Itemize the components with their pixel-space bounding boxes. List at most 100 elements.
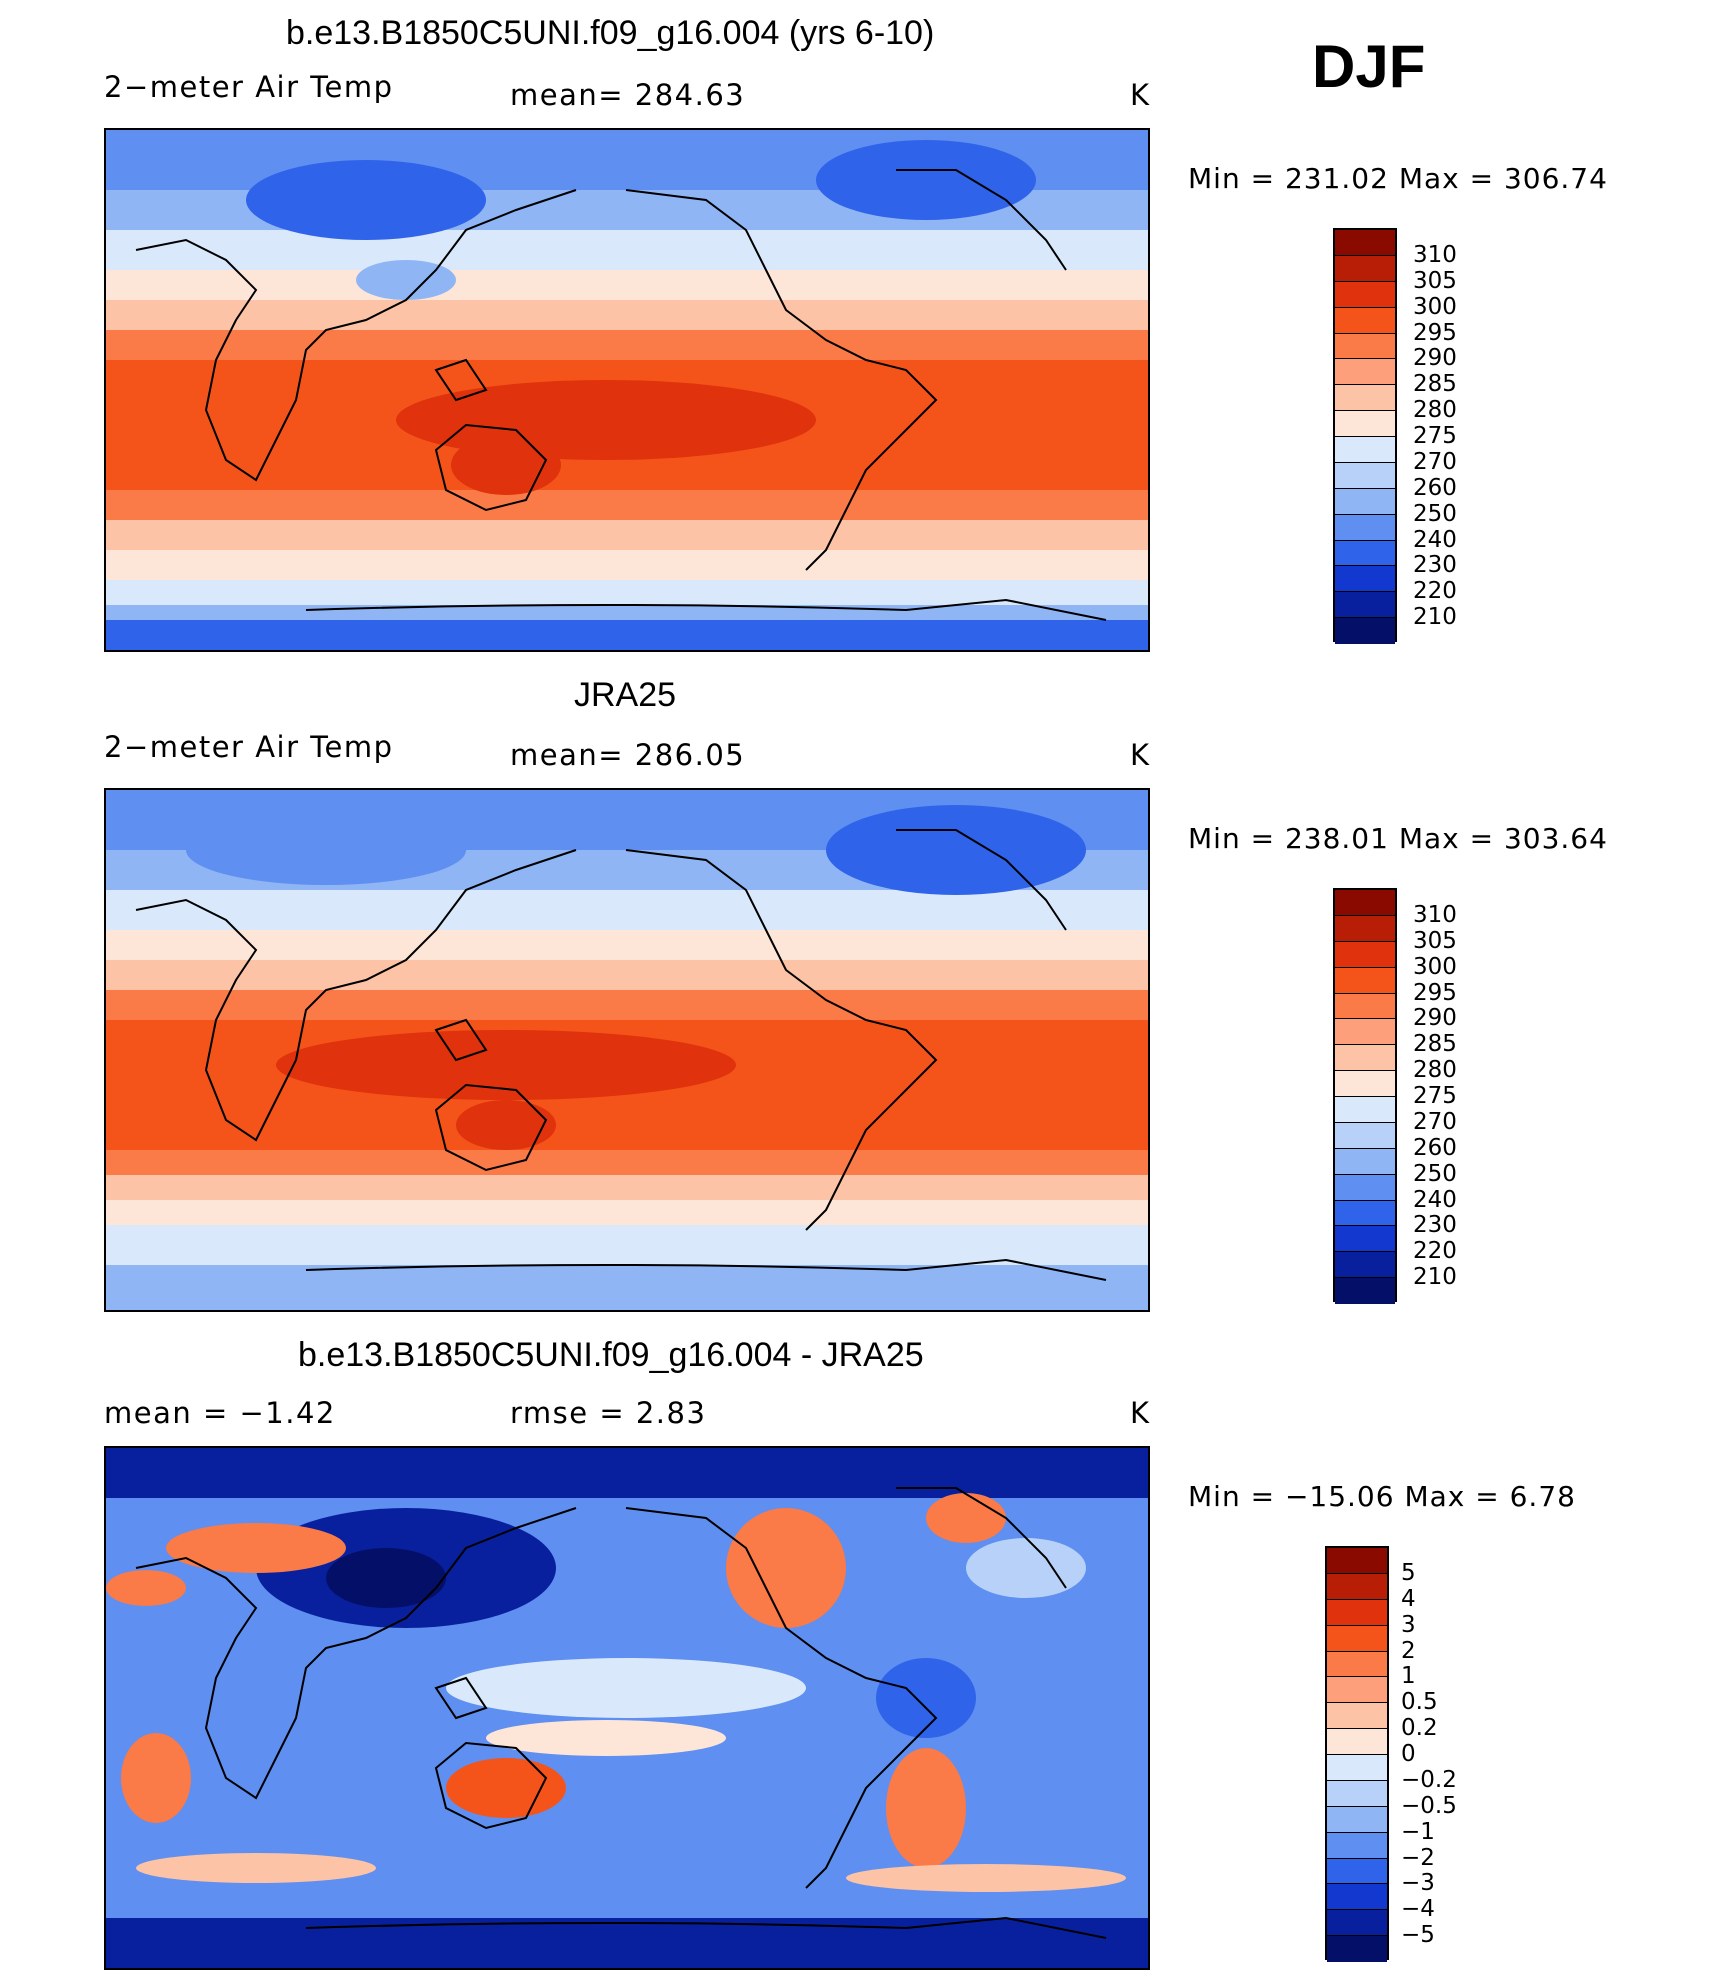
panel-1-variable: 2−meter Air Temp <box>104 70 394 104</box>
colorbar-label: −2 <box>1401 1844 1435 1871</box>
colorbar-label: 240 <box>1413 1186 1457 1213</box>
panel-1-map <box>104 128 1150 652</box>
colorbar-label: 220 <box>1413 578 1457 605</box>
colorbar-label: 305 <box>1413 927 1457 954</box>
colorbar-label: 275 <box>1413 423 1457 449</box>
colorbar-box <box>1335 993 1395 1020</box>
band-north-hot <box>106 330 1148 360</box>
colorbar-label: −0.5 <box>1401 1792 1457 1819</box>
colorbar-box <box>1335 359 1395 386</box>
colorbar-label: 280 <box>1413 1057 1457 1084</box>
colorbar-box <box>1335 540 1395 567</box>
colorbar-label: 260 <box>1413 1134 1457 1161</box>
colorbar-label: 250 <box>1413 500 1457 527</box>
colorbar-box <box>1335 1278 1395 1304</box>
colorbar-box <box>1335 385 1395 412</box>
colorbar-label: 0 <box>1401 1741 1416 1767</box>
siberia-cold <box>246 160 486 240</box>
colorbar-box <box>1335 488 1395 515</box>
colorbar-box <box>1335 1148 1395 1175</box>
colorbar-box <box>1335 514 1395 541</box>
panel-3-mean: mean = −1.42 <box>104 1396 336 1430</box>
colorbar-label: 285 <box>1413 1031 1457 1058</box>
colorbar-label: 2 <box>1401 1637 1416 1664</box>
canada-cold <box>816 140 1036 220</box>
colorbar-box <box>1335 411 1395 437</box>
colorbar-label: 0.5 <box>1401 1689 1438 1716</box>
colorbar-box <box>1335 1097 1395 1123</box>
colorbar-box <box>1327 1703 1387 1730</box>
colorbar-box <box>1335 1122 1395 1149</box>
colorbar-label: 250 <box>1413 1160 1457 1187</box>
band-south-mild <box>106 520 1148 550</box>
colorbar-box <box>1327 1677 1387 1704</box>
colorbar-label: 290 <box>1413 1005 1457 1032</box>
colorbar-label: 230 <box>1413 1212 1457 1239</box>
colorbar-label: 285 <box>1413 371 1457 398</box>
colorbar-label: 220 <box>1413 1238 1457 1265</box>
colorbar-label: 295 <box>1413 979 1457 1006</box>
band-north-cool <box>106 230 1148 270</box>
colorbar-label: −0.2 <box>1401 1766 1457 1793</box>
band-south-warm <box>106 490 1148 520</box>
colorbar-label: 260 <box>1413 474 1457 501</box>
colorbar-label: 5 <box>1401 1559 1416 1586</box>
colorbar-label: −5 <box>1401 1922 1435 1949</box>
colorbar-box <box>1335 281 1395 308</box>
panel-3-map <box>104 1446 1150 1970</box>
colorbar-label: 270 <box>1413 448 1457 475</box>
colorbar-box <box>1335 890 1395 916</box>
colorbar-box <box>1335 592 1395 619</box>
colorbar-box <box>1327 1729 1387 1755</box>
band-south-cold <box>106 580 1148 605</box>
colorbar-box <box>1327 1599 1387 1626</box>
colorbar-label: 4 <box>1401 1585 1416 1612</box>
colorbar-label: 240 <box>1413 526 1457 553</box>
colorbar-label: 270 <box>1413 1108 1457 1135</box>
colorbar-box <box>1327 1651 1387 1678</box>
colorbar-label: 300 <box>1413 953 1457 980</box>
colorbar-box <box>1335 1019 1395 1046</box>
band-antarctica <box>106 620 1148 650</box>
panel-1-units: K <box>1130 78 1151 112</box>
colorbar-label: 210 <box>1413 1264 1457 1291</box>
colorbar-label: 280 <box>1413 397 1457 424</box>
colorbar-label: 210 <box>1413 604 1457 631</box>
colorbar-label: 230 <box>1413 552 1457 579</box>
colorbar-box <box>1335 967 1395 994</box>
colorbar-box <box>1335 1045 1395 1072</box>
colorbar-label: 290 <box>1413 345 1457 372</box>
panel-2-minmax: Min = 238.01 Max = 303.64 <box>1188 822 1608 855</box>
colorbar-box <box>1327 1548 1387 1574</box>
colorbar-label: 275 <box>1413 1083 1457 1109</box>
panel-1-minmax: Min = 231.02 Max = 306.74 <box>1188 162 1608 195</box>
tibet-cold <box>356 260 456 300</box>
panel-3-title: b.e13.B1850C5UNI.f09_g16.004 - JRA25 <box>298 1336 924 1374</box>
panel-2-variable: 2−meter Air Temp <box>104 730 394 764</box>
colorbar-box <box>1335 462 1395 489</box>
panel-3-minmax: Min = −15.06 Max = 6.78 <box>1188 1480 1576 1513</box>
panel-2-map <box>104 788 1150 1312</box>
colorbar-box <box>1327 1936 1387 1962</box>
colorbar-box <box>1335 1071 1395 1097</box>
colorbar-label: −4 <box>1401 1896 1435 1923</box>
panel-2-mean: mean= 286.05 <box>510 738 746 772</box>
panel-3-rmse: rmse = 2.83 <box>510 1396 707 1430</box>
colorbar-label: 1 <box>1401 1663 1416 1690</box>
band-north-warm <box>106 300 1148 330</box>
colorbar-label: 3 <box>1401 1611 1416 1638</box>
colorbar-box <box>1327 1858 1387 1885</box>
panel-1-title: b.e13.B1850C5UNI.f09_g16.004 (yrs 6-10) <box>286 14 935 52</box>
colorbar-box <box>1335 437 1395 463</box>
colorbar-label: 295 <box>1413 319 1457 346</box>
colorbar-box <box>1335 915 1395 942</box>
colorbar-box <box>1335 566 1395 593</box>
coastlines <box>135 169 1107 621</box>
band-south-cool <box>106 550 1148 580</box>
colorbar-box <box>1335 255 1395 282</box>
colorbar-box <box>1335 618 1395 644</box>
panel-2-title: JRA25 <box>574 676 677 714</box>
colorbar-box <box>1335 307 1395 334</box>
panel-3-units: K <box>1130 1396 1151 1430</box>
band-antarctic-edge <box>106 605 1148 620</box>
